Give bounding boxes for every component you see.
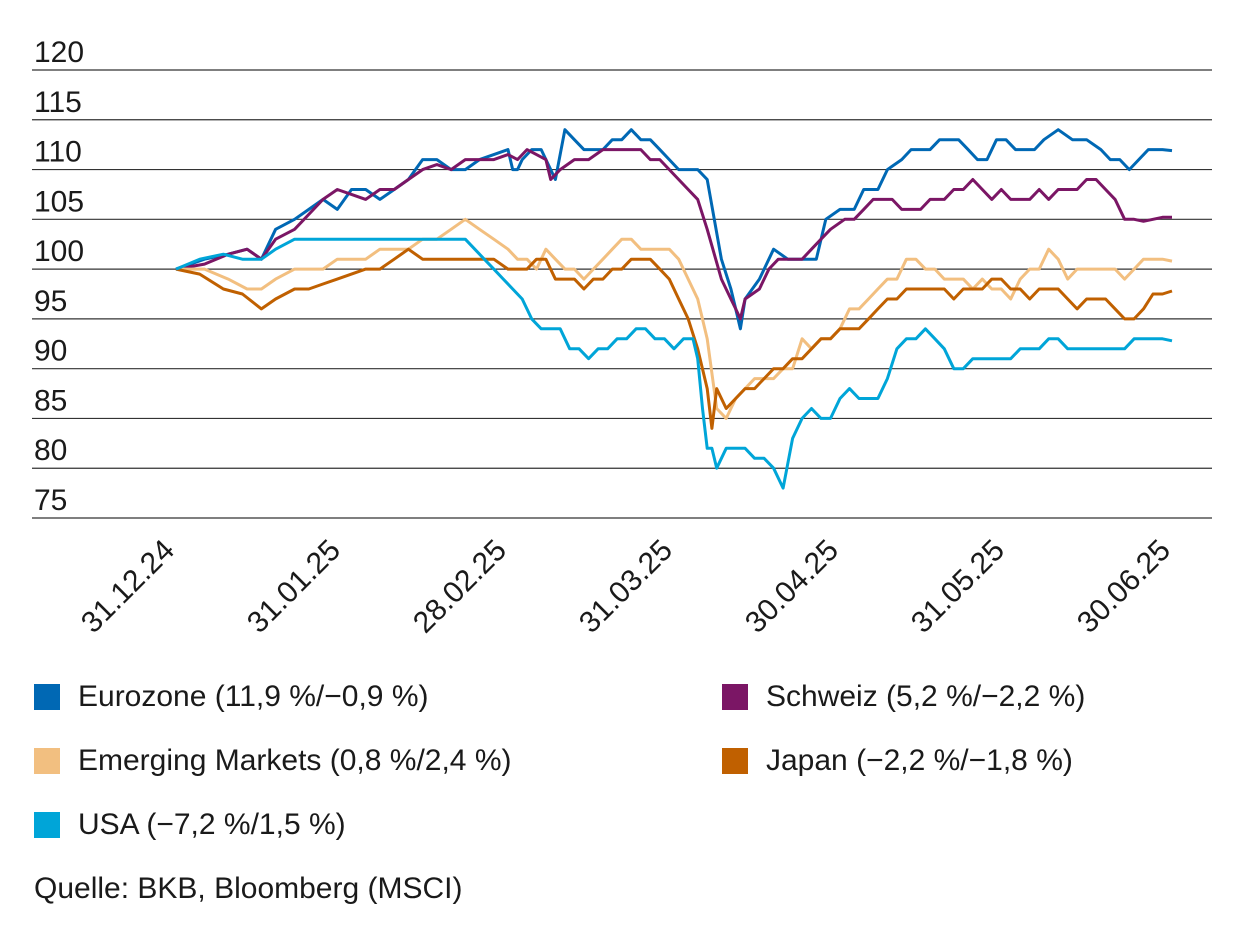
legend-label: USA (−7,2 %/1,5 %): [78, 808, 346, 841]
series-line-usa: [175, 237, 1173, 490]
source-note: Quelle: BKB, Bloomberg (MSCI): [34, 872, 463, 905]
series-lines: [175, 128, 1173, 490]
legend-swatch: [722, 748, 748, 774]
y-tick-label: 80: [34, 434, 67, 467]
series-line-schweiz: [175, 148, 1172, 321]
legend-item-usa: USA (−7,2 %/1,5 %): [34, 808, 346, 842]
series-line-japan: [175, 247, 1173, 430]
y-tick-label: 120: [34, 36, 84, 69]
x-tick-label: 31.05.25: [905, 534, 1011, 640]
x-tick-label: 28.02.25: [407, 534, 513, 640]
legend-item-emerging-markets: Emerging Markets (0,8 %/2,4 %): [34, 744, 512, 778]
y-tick-label: 85: [34, 384, 67, 417]
y-tick-label: 115: [34, 86, 82, 119]
y-tick-label: 75: [34, 484, 67, 517]
legend-label: Eurozone (11,9 %/−0,9 %): [78, 680, 429, 713]
legend-swatch: [34, 748, 60, 774]
legend-label: Japan (−2,2 %/−1,8 %): [766, 744, 1073, 777]
x-axis-ticks: 31.12.24 31.01.25 28.02.25 31.03.25 30.04.25…: [75, 534, 1177, 640]
legend-swatch: [34, 684, 60, 710]
y-tick-label: 110: [34, 136, 82, 169]
y-axis-ticks: 75 80 85 90 95 100 105 110 115 120: [34, 36, 84, 517]
series-line-eurozone: [175, 128, 1173, 331]
y-tick-label: 95: [34, 285, 67, 318]
x-tick-label: 31.03.25: [573, 534, 679, 640]
legend-label: Schweiz (5,2 %/−2,2 %): [766, 680, 1086, 713]
legend-swatch: [34, 812, 60, 838]
line-chart: 75 80 85 90 95 100 105 110 115 120 31.12.24 31.01.…: [32, 36, 1212, 640]
y-tick-label: 105: [34, 185, 84, 218]
legend-item-schweiz: Schweiz (5,2 %/−2,2 %): [722, 680, 1085, 714]
x-tick-label: 30.04.25: [739, 534, 845, 640]
x-tick-label: 31.12.24: [75, 534, 181, 640]
x-tick-label: 31.01.25: [241, 534, 347, 640]
legend-item-eurozone: Eurozone (11,9 %/−0,9 %): [34, 680, 428, 714]
legend-label: Emerging Markets (0,8 %/2,4 %): [78, 744, 512, 777]
x-tick-label: 30.06.25: [1071, 534, 1177, 640]
legend-swatch: [722, 684, 748, 710]
y-tick-label: 100: [34, 235, 84, 268]
legend-item-japan: Japan (−2,2 %/−1,8 %): [722, 744, 1073, 778]
y-tick-label: 90: [34, 335, 67, 368]
